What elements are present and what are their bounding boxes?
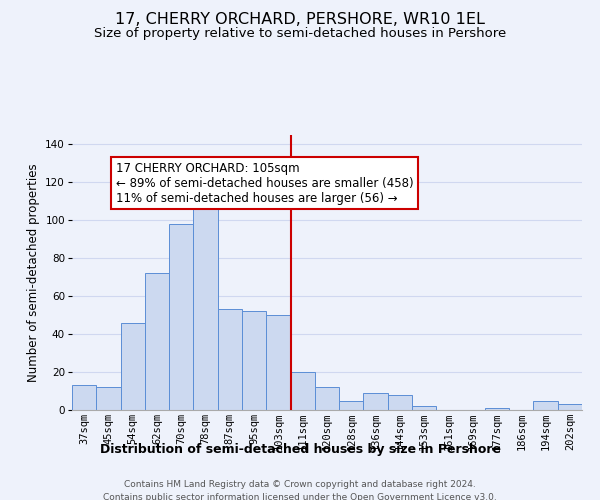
Bar xyxy=(242,312,266,410)
Text: Contains HM Land Registry data © Crown copyright and database right 2024.
Contai: Contains HM Land Registry data © Crown c… xyxy=(103,480,497,500)
Bar xyxy=(339,400,364,410)
Text: 17 CHERRY ORCHARD: 105sqm
← 89% of semi-detached houses are smaller (458)
11% of: 17 CHERRY ORCHARD: 105sqm ← 89% of semi-… xyxy=(116,162,413,204)
Bar xyxy=(96,387,121,410)
Bar xyxy=(315,387,339,410)
Bar xyxy=(364,393,388,410)
Y-axis label: Number of semi-detached properties: Number of semi-detached properties xyxy=(27,163,40,382)
Bar xyxy=(558,404,582,410)
Bar xyxy=(388,395,412,410)
Text: Size of property relative to semi-detached houses in Pershore: Size of property relative to semi-detach… xyxy=(94,28,506,40)
Text: 17, CHERRY ORCHARD, PERSHORE, WR10 1EL: 17, CHERRY ORCHARD, PERSHORE, WR10 1EL xyxy=(115,12,485,28)
Bar xyxy=(145,274,169,410)
Bar xyxy=(290,372,315,410)
Bar xyxy=(412,406,436,410)
Bar xyxy=(485,408,509,410)
Bar xyxy=(266,315,290,410)
Text: Distribution of semi-detached houses by size in Pershore: Distribution of semi-detached houses by … xyxy=(100,442,500,456)
Bar xyxy=(169,224,193,410)
Bar xyxy=(218,310,242,410)
Bar xyxy=(72,386,96,410)
Bar xyxy=(193,196,218,410)
Bar xyxy=(533,400,558,410)
Bar xyxy=(121,323,145,410)
